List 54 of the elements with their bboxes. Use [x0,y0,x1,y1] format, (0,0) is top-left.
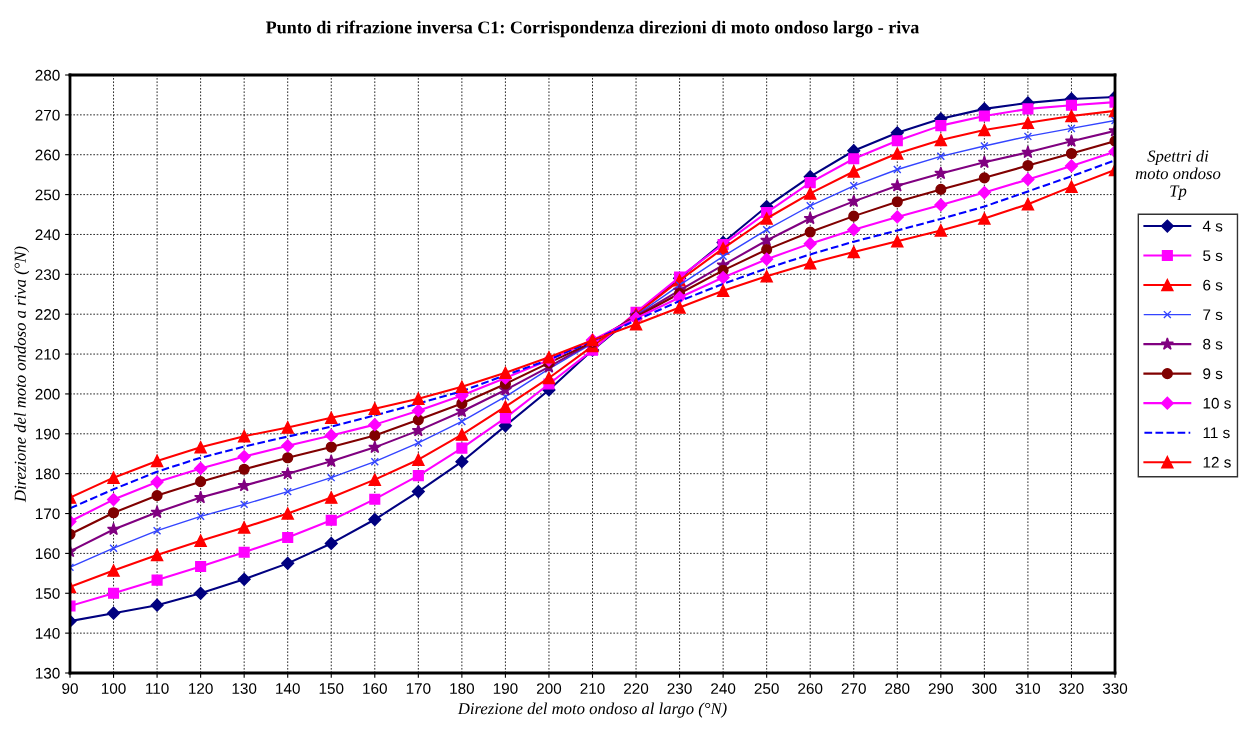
x-tick-label: 170 [406,683,431,694]
x-tick-label: 220 [624,683,649,694]
y-axis-title: Direzione del moto ondoso a riva (°N) [14,246,30,503]
y-tick-label: 160 [35,548,60,560]
x-tick-label: 150 [319,683,344,694]
x-tick-label: 320 [1059,683,1084,694]
y-tick-label: 210 [35,348,60,360]
x-tick-label: 250 [754,683,779,694]
y-tick-label: 180 [35,468,60,480]
x-tick-label: 140 [276,683,300,694]
legend-label: 11 s [1203,427,1230,439]
x-tick-label: 200 [536,683,562,694]
legend-label: 8 s [1203,338,1223,350]
x-tick-label: 280 [885,683,910,694]
x-tick-label: 330 [1102,683,1128,694]
x-tick-label: 300 [972,683,997,694]
y-tick-label: 140 [35,628,60,639]
y-tick-label: 220 [35,309,60,320]
y-tick-label: 240 [35,229,60,241]
legend-label: 4 s [1202,220,1223,232]
y-tick-label: 200 [35,388,60,400]
x-tick-label: 270 [841,683,866,694]
x-tick-label: 100 [101,683,126,694]
y-tick-label: 270 [35,109,60,121]
chart-title: Punto di rifrazione inversa C1: Corrispondenza direzioni di moto ondoso largo - riva [265,20,920,38]
y-tick-label: 230 [35,269,60,281]
x-tick-label: 310 [1015,683,1041,694]
x-tick-label: 90 [62,683,78,694]
y-tick-label: 280 [35,69,60,81]
legend-title: Spettri di moto ondoso Tp [1135,150,1221,200]
x-tick-label: 120 [189,683,213,694]
y-tick-label: 190 [35,428,60,440]
x-tick-label: 230 [667,683,692,694]
x-tick-label: 240 [711,683,736,694]
legend-label: 7 s [1203,309,1223,321]
y-tick-label: 130 [35,667,60,679]
legend-label: 5 s [1203,250,1223,262]
y-tick-label: 260 [35,149,60,161]
x-tick-label: 180 [450,683,475,694]
x-tick-label: 260 [798,683,823,694]
legend-label: 6 s [1203,279,1223,291]
x-tick-label: 130 [232,683,257,694]
y-tick-label: 250 [35,189,60,201]
y-tick-label: 170 [35,508,60,520]
x-axis-title: Direzione del moto ondoso al largo (°N) [457,702,727,718]
legend-label: 12 s [1203,456,1231,468]
legend-label: 10 s [1203,397,1231,409]
legend-label: 9 s [1203,368,1223,380]
x-tick-label: 160 [363,683,387,694]
x-tick-label: 290 [928,683,953,694]
x-tick-label: 110 [146,683,169,694]
x-tick-label: 190 [493,683,518,694]
x-tick-label: 210 [580,683,605,694]
y-tick-label: 150 [35,588,60,599]
